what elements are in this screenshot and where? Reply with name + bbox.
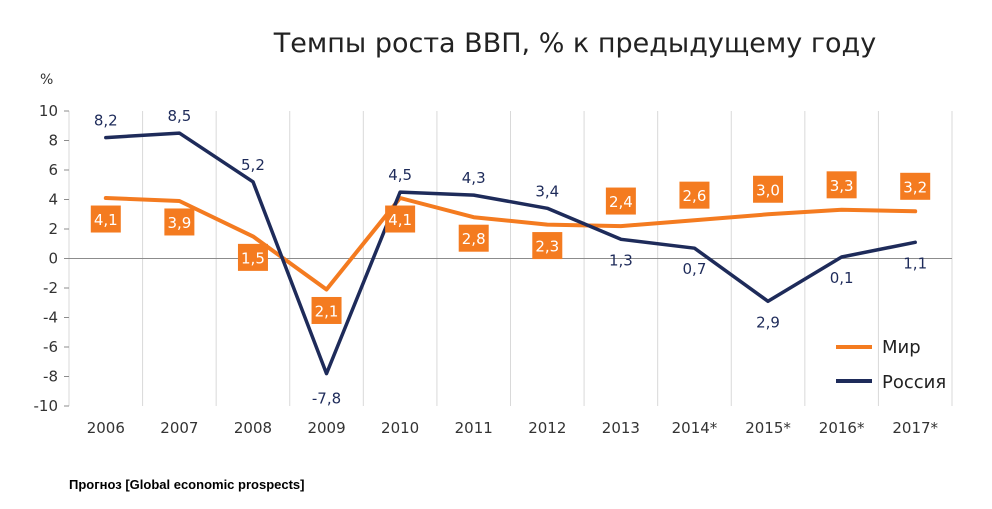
chart-title: Темпы роста ВВП, % к предыдущему году (273, 28, 876, 59)
data-label-box-world (237, 243, 268, 271)
data-label-world: 2,6 (683, 187, 707, 205)
x-tick-label: 2013 (602, 419, 640, 437)
data-label-box-world (385, 205, 416, 233)
y-tick-label: 8 (48, 132, 58, 150)
data-label-russia: 5,2 (241, 156, 265, 174)
data-label-russia: 1,3 (609, 251, 633, 269)
data-label-world: 3,2 (903, 178, 927, 196)
data-label-world: 2,1 (315, 302, 339, 320)
x-tick-label: 2007 (160, 419, 198, 437)
data-label-russia: 0,1 (830, 269, 854, 287)
y-tick-label: 4 (48, 191, 58, 209)
data-label-box-world (826, 171, 857, 199)
x-tick-label: 2011 (455, 419, 493, 437)
data-label-box-world (679, 181, 710, 209)
legend-label-world: Мир (882, 337, 921, 358)
data-label-world: 3,0 (756, 181, 780, 199)
data-label-world: 1,5 (241, 249, 265, 267)
footnote: Прогноз [Global economic prospects] (69, 477, 305, 492)
data-label-russia: 3,4 (535, 182, 559, 200)
data-label-world: 4,1 (388, 211, 412, 229)
data-label-russia: 4,3 (462, 169, 486, 187)
data-labels: 8,2 8,5 5,2 -7,8 4,5 4,3 3,4 1,3 0,7 2,9 0,1 1,1 4,1… (90, 107, 931, 408)
data-label-russia: 8,2 (94, 112, 118, 130)
y-tick-label: -10 (34, 397, 59, 415)
data-label-box-world (458, 224, 489, 252)
data-label-world: 3,9 (167, 214, 191, 232)
data-label-box-world (311, 296, 342, 324)
legend-label-russia: Россия (882, 372, 946, 393)
series-line-russia (104, 131, 917, 376)
x-tick-label: 2010 (381, 419, 419, 437)
data-label-russia: -7,8 (312, 390, 341, 408)
y-axis-ticks: 10 8 6 4 2 0 -2 -4 -6 -8 -10 (34, 102, 69, 415)
y-tick-label: -4 (43, 309, 58, 327)
x-tick-label: 2015* (745, 419, 791, 437)
data-label-russia: 8,5 (167, 107, 191, 125)
data-label-box-world (90, 205, 121, 233)
data-label-world: 2,8 (462, 230, 486, 248)
y-tick-label: 6 (48, 161, 58, 179)
series-line-world (103, 196, 918, 292)
data-label-box-world (605, 187, 636, 215)
legend: Мир Россия (836, 337, 946, 393)
grid-lines (68, 111, 953, 406)
x-tick-label: 2009 (307, 419, 345, 437)
data-label-russia: 4,5 (388, 166, 412, 184)
y-axis-unit: % (40, 72, 53, 88)
x-tick-label: 2014* (672, 419, 718, 437)
data-label-world: 4,1 (94, 211, 118, 229)
x-tick-label: 2008 (234, 419, 272, 437)
data-label-world: 3,3 (830, 177, 854, 195)
y-tick-label: 10 (39, 102, 58, 120)
series-lines (103, 131, 918, 376)
data-label-russia: 0,7 (683, 260, 707, 278)
data-label-box-world (753, 175, 784, 203)
y-tick-label: 2 (48, 220, 58, 238)
x-tick-label: 2012 (528, 419, 566, 437)
x-tick-label: 2006 (87, 419, 125, 437)
x-tick-label: 2016* (819, 419, 865, 437)
data-label-world: 2,3 (535, 238, 559, 256)
data-label-russia: 1,1 (903, 254, 927, 272)
data-label-box-world (164, 208, 195, 236)
data-label-world: 2,4 (609, 193, 633, 211)
y-tick-label: 0 (48, 250, 58, 268)
data-label-box-world (900, 172, 931, 200)
y-tick-label: -2 (43, 279, 58, 297)
x-tick-label: 2017* (892, 419, 938, 437)
x-axis-ticks: 2006 2007 2008 2009 2010 2011 2012 2013 2014* 201… (87, 419, 939, 437)
y-tick-label: -6 (43, 338, 58, 356)
data-label-russia: 2,9 (756, 313, 780, 331)
data-label-box-world (532, 232, 563, 260)
y-tick-label: -8 (43, 368, 58, 386)
